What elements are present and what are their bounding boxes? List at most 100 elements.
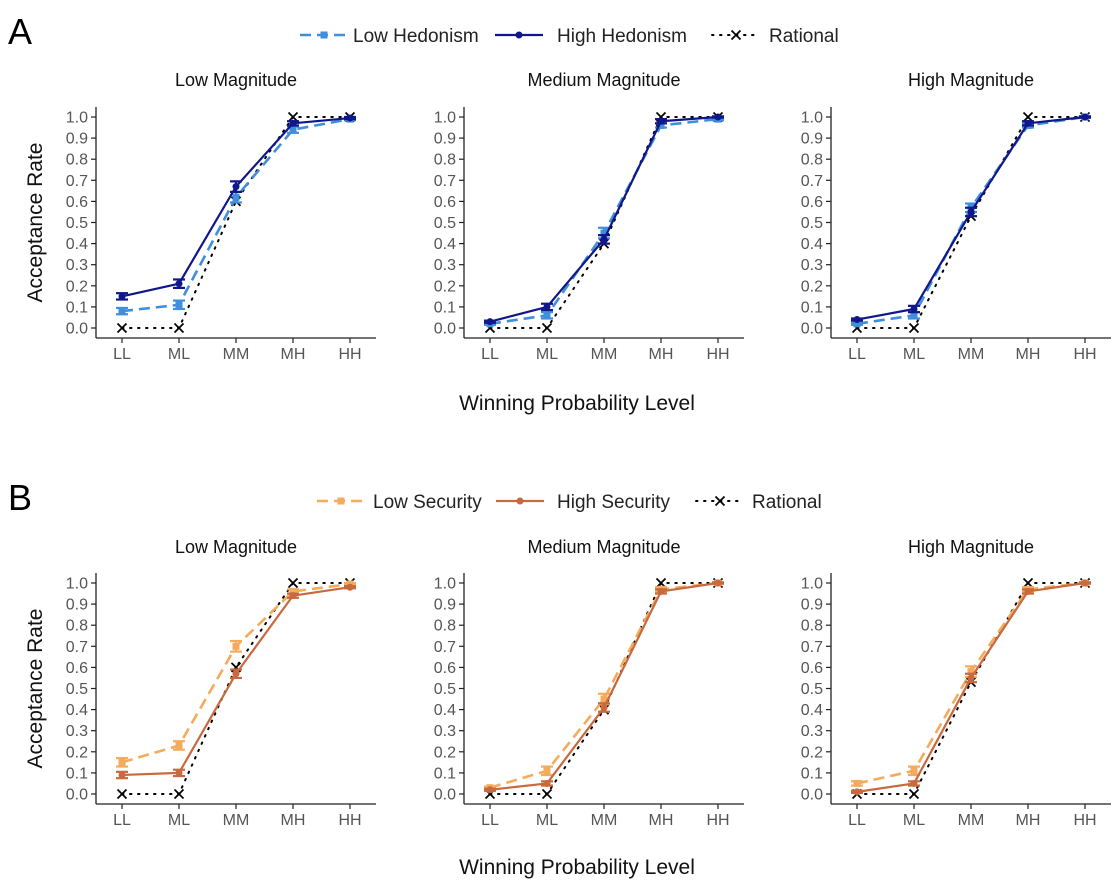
y-tick-label: 0.9 (66, 597, 88, 614)
x-tick-label: MH (1016, 812, 1041, 829)
y-tick-label: 0.5 (66, 215, 88, 232)
series-low (484, 579, 724, 792)
y-tick-label: 0.6 (66, 660, 88, 677)
data-point (346, 114, 354, 122)
data-point (541, 322, 553, 334)
legend-marker (516, 497, 524, 505)
y-tick-label: 0.3 (66, 257, 88, 274)
legend-key (317, 497, 365, 505)
series-line (121, 117, 351, 313)
y-tick-label: 0.7 (66, 639, 88, 656)
x-tick-label: HH (706, 346, 729, 363)
y-tick-label: 0.4 (801, 236, 823, 253)
y-tick-label: 0.2 (66, 278, 88, 295)
x-tick-label: MM (223, 346, 250, 363)
series-low (484, 115, 724, 328)
y-tick-label: 0.9 (801, 131, 823, 148)
y-tick-label: 0.3 (434, 723, 456, 740)
series-line (121, 116, 351, 298)
y-tick-label: 0.0 (434, 787, 456, 804)
legend-marker (730, 29, 742, 41)
series-line (856, 115, 1086, 321)
data-point (600, 703, 608, 711)
y-tick-label: 1.0 (66, 576, 88, 593)
x-tick-label: LL (848, 346, 866, 363)
series-line (856, 116, 1086, 329)
series-line (856, 582, 1086, 795)
data-point (1081, 113, 1089, 121)
x-tick-label: ML (168, 812, 190, 829)
y-axis-title: Acceptance Rate (24, 143, 47, 303)
y-tick-label: 0.6 (801, 660, 823, 677)
x-tick-label: MH (649, 346, 674, 363)
y-tick-label: 0.3 (801, 257, 823, 274)
data-point (908, 322, 920, 334)
y-tick-label: 0.7 (801, 173, 823, 190)
series-rational (116, 111, 356, 334)
data-point (967, 208, 975, 216)
x-axis-title: Winning Probability Level (459, 392, 695, 415)
x-tick-label: MH (281, 346, 306, 363)
facet-title: Medium Magnitude (527, 70, 680, 90)
x-axis-title: Winning Probability Level (459, 856, 695, 879)
x-tick-label: LL (481, 346, 499, 363)
series-line (121, 116, 351, 329)
data-point (657, 117, 665, 125)
legend-label: Rational (769, 26, 839, 47)
y-tick-label: 1.0 (801, 110, 823, 127)
facet: Low Magnitude 0.0 0.1 0.2 0.3 0.4 0.5 0.6 0.7 0.8… (66, 537, 376, 829)
series-line (856, 581, 1086, 793)
series-high (116, 114, 356, 301)
data-point (853, 316, 861, 324)
x-tick-label: LL (481, 812, 499, 829)
legend-label: Low Hedonism (353, 26, 479, 47)
y-axis-title: Acceptance Rate (24, 609, 47, 769)
x-tick-label: LL (113, 812, 131, 829)
series-high (484, 113, 724, 326)
series-line (489, 116, 719, 329)
data-point (967, 674, 975, 682)
data-point (289, 119, 297, 127)
series-rational (484, 577, 724, 800)
legend-marker (515, 31, 523, 39)
series-high (484, 579, 724, 794)
data-point (908, 788, 920, 800)
y-tick-label: 0.1 (66, 765, 88, 782)
x-tick-label: MM (958, 346, 985, 363)
data-point (289, 592, 297, 600)
x-tick-label: MM (591, 346, 618, 363)
y-tick-label: 0.2 (434, 278, 456, 295)
legend-marker (714, 495, 726, 507)
y-tick-label: 0.5 (66, 681, 88, 698)
x-tick-label: ML (536, 812, 558, 829)
facet: Low Magnitude 0.0 0.1 0.2 0.3 0.4 0.5 0.6 0.7 0.8… (66, 70, 376, 363)
series-high (851, 579, 1091, 796)
y-tick-label: 0.5 (434, 215, 456, 232)
data-point (657, 587, 665, 595)
data-point (714, 579, 722, 587)
legend-label: High Hedonism (557, 26, 687, 47)
y-tick-label: 0.1 (66, 299, 88, 316)
data-point (1081, 579, 1089, 587)
data-point (232, 670, 240, 678)
facet: High Magnitude 0.0 0.1 0.2 0.3 0.4 0.5 0.6 0.7 0.… (801, 537, 1111, 829)
y-tick-label: 0.0 (801, 787, 823, 804)
series-line (489, 581, 719, 791)
legend-label: High Security (557, 492, 670, 513)
y-tick-label: 0.1 (801, 299, 823, 316)
data-point (600, 229, 608, 237)
y-tick-label: 0.7 (434, 173, 456, 190)
series-low (116, 115, 356, 316)
data-point (287, 111, 299, 123)
y-tick-label: 0.4 (66, 236, 88, 253)
data-point (853, 320, 861, 328)
data-point (118, 771, 126, 779)
y-tick-label: 0.4 (434, 236, 456, 253)
facet-title: High Magnitude (908, 537, 1034, 557)
data-point (657, 121, 665, 129)
series-line (121, 586, 351, 777)
y-tick-label: 1.0 (434, 576, 456, 593)
x-tick-label: HH (338, 812, 361, 829)
legend-key (711, 29, 761, 41)
